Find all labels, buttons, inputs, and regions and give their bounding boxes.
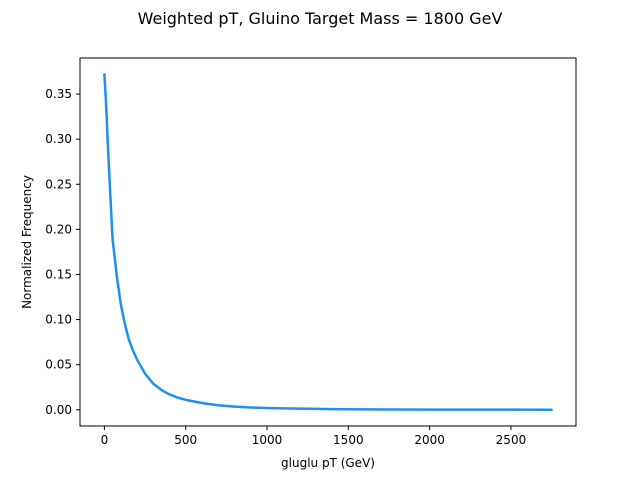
x-tick-label: 1500 <box>333 433 364 447</box>
y-tick-label: 0.20 <box>45 222 72 236</box>
y-tick-label: 0.30 <box>45 132 72 146</box>
x-axis-label: gluglu pT (GeV) <box>281 456 375 470</box>
y-tick-label: 0.35 <box>45 87 72 101</box>
axes-frame <box>79 57 577 427</box>
series-layer <box>103 72 553 412</box>
y-tick-label: 0.05 <box>45 358 72 372</box>
y-tick-label: 0.25 <box>45 177 72 191</box>
x-tick-label: 0 <box>101 433 109 447</box>
x-tick-label: 500 <box>174 433 197 447</box>
x-axis: 0 500 1000 1500 2000 2500 <box>101 426 527 447</box>
x-tick-label: 2500 <box>496 433 527 447</box>
y-axis: 0.00 0.05 0.10 0.15 0.20 0.25 0.30 0.35 <box>45 87 80 417</box>
x-tick-label: 1000 <box>252 433 283 447</box>
series-line <box>103 72 553 412</box>
y-axis-label: Normalized Frequency <box>20 175 34 309</box>
plot-area <box>79 57 577 427</box>
y-tick-label: 0.15 <box>45 267 72 281</box>
x-tick-label: 2000 <box>414 433 445 447</box>
chart-title: Weighted pT, Gluino Target Mass = 1800 G… <box>138 9 503 28</box>
y-tick-label: 0.10 <box>45 313 72 327</box>
y-tick-label: 0.00 <box>45 403 72 417</box>
